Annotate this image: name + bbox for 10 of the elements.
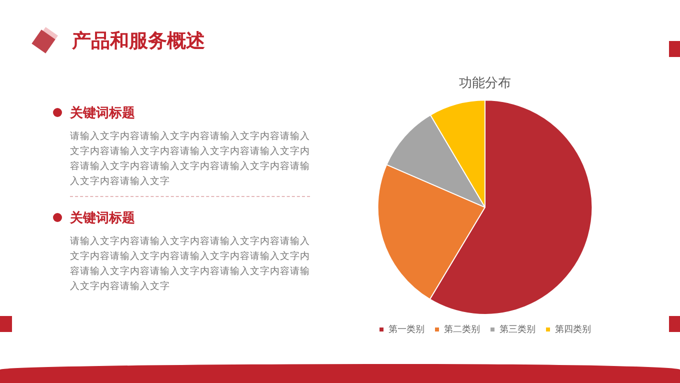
- legend-label: 第二类别: [444, 324, 480, 335]
- text: 关键词标题: [70, 210, 135, 227]
- legend-label: 第四类别: [555, 324, 591, 335]
- chart-title: 功能分布: [459, 76, 511, 92]
- legend-label: 第三类别: [500, 324, 536, 335]
- text: 产品和服务概述: [72, 29, 205, 54]
- text: 关键词标题: [70, 104, 135, 122]
- text: 请输入文字内容请输入文字内容请输入文字内容请输入文字内容请输入文字内容请输入文字内容请输入文字内容请输入文字内容请输入文字内容请输入文字内容请输入文字内容请输入文字: [70, 130, 311, 189]
- legend-label: 第一类别: [388, 324, 424, 335]
- text: 请输入文字内容请输入文字内容请输入文字内容请输入文字内容请输入文字内容请输入文字内容请输入文字内容请输入文字内容请输入文字内容请输入文字内容请输入文字内容请输入文字: [70, 235, 311, 294]
